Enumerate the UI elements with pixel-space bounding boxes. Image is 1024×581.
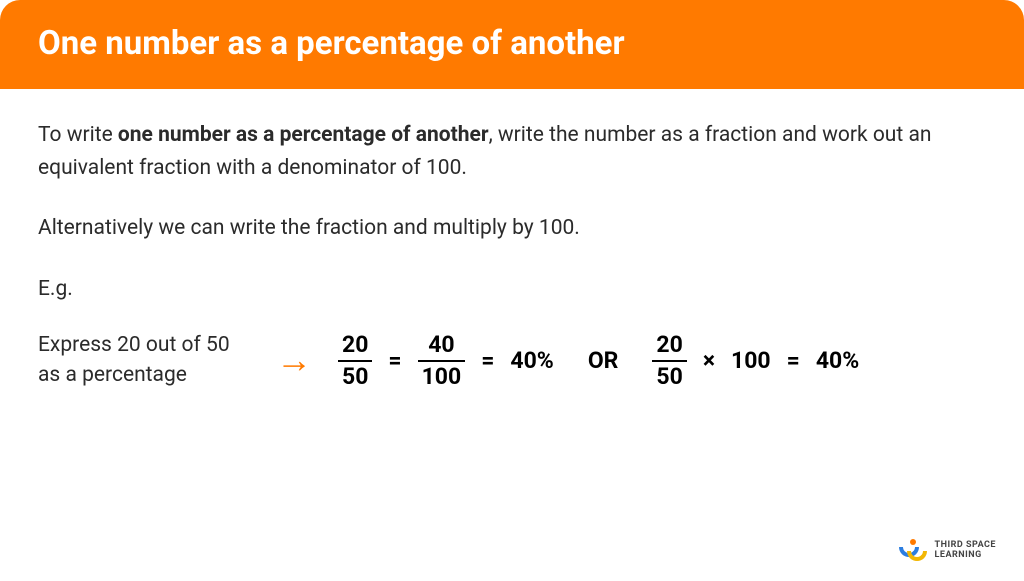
- frac1-num: 20: [338, 332, 372, 359]
- math-expression: 20 50 = 40 100 = 40% OR 20 50 × 100 = 4: [338, 332, 859, 389]
- logo-dot: [910, 539, 916, 545]
- paragraph-1: To write one number as a percentage of a…: [38, 119, 986, 184]
- express-text: Express 20 out of 50 as a percentage: [38, 331, 258, 390]
- card-body: To write one number as a percentage of a…: [0, 89, 1024, 390]
- para1-before: To write: [38, 123, 118, 147]
- equals-2: =: [481, 343, 494, 379]
- brand-logo: THIRD SPACE LEARNING: [899, 539, 996, 563]
- frac2-den: 100: [418, 360, 466, 389]
- fraction-3: 20 50: [652, 332, 686, 389]
- eg-label: E.g.: [38, 273, 986, 306]
- example-row: Express 20 out of 50 as a percentage → 2…: [38, 331, 986, 390]
- result-1: 40%: [510, 343, 553, 379]
- logo-line1: THIRD SPACE: [935, 540, 996, 550]
- frac3-num: 20: [652, 332, 686, 359]
- paragraph-2: Alternatively we can write the fraction …: [38, 212, 986, 245]
- para1-bold: one number as a percentage of another: [118, 123, 489, 147]
- hundred: 100: [731, 343, 771, 379]
- or-text: OR: [570, 343, 637, 379]
- equals-3: =: [787, 343, 800, 379]
- times-sign: ×: [703, 343, 715, 379]
- card-header: One number as a percentage of another: [0, 0, 1024, 89]
- frac2-num: 40: [424, 332, 458, 359]
- arrow-icon: →: [276, 333, 312, 389]
- frac1-den: 50: [338, 360, 372, 389]
- logo-swoosh-yellow: [907, 551, 927, 561]
- fraction-1: 20 50: [338, 332, 372, 389]
- result-2: 40%: [816, 343, 859, 379]
- logo-mark-icon: [899, 539, 927, 563]
- equals-1: =: [388, 343, 401, 379]
- express-line1: Express 20 out of 50: [38, 333, 230, 357]
- logo-text: THIRD SPACE LEARNING: [935, 541, 996, 561]
- express-line2: as a percentage: [38, 363, 187, 387]
- lesson-card: One number as a percentage of another To…: [0, 0, 1024, 581]
- frac3-den: 50: [652, 360, 686, 389]
- logo-line2: LEARNING: [935, 550, 982, 560]
- header-title: One number as a percentage of another: [38, 24, 625, 63]
- fraction-2: 40 100: [418, 332, 466, 389]
